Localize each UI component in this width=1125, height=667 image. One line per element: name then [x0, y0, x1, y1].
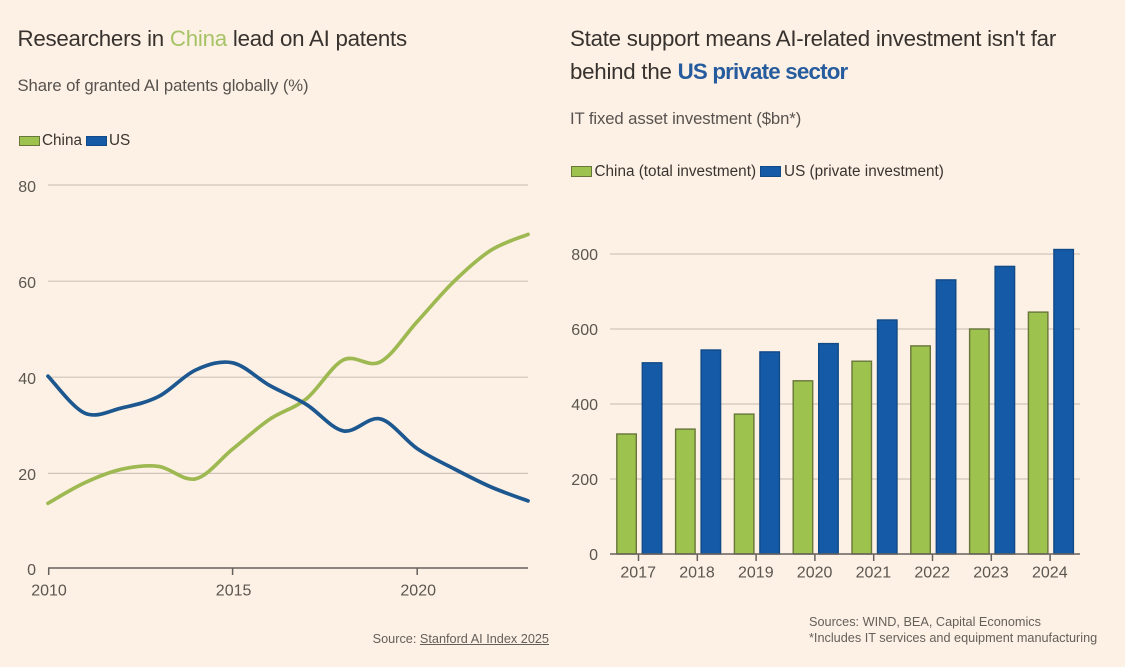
svg-text:600: 600 — [571, 322, 598, 339]
svg-text:0: 0 — [27, 562, 36, 579]
svg-text:2019: 2019 — [738, 565, 774, 582]
svg-text:800: 800 — [571, 247, 598, 264]
svg-text:200: 200 — [571, 472, 598, 489]
svg-text:2018: 2018 — [679, 565, 715, 582]
svg-text:0: 0 — [589, 547, 598, 564]
svg-text:80: 80 — [18, 179, 36, 196]
svg-text:2024: 2024 — [1032, 565, 1068, 582]
svg-text:400: 400 — [571, 397, 598, 414]
svg-text:2010: 2010 — [31, 583, 67, 600]
svg-text:2023: 2023 — [973, 565, 1009, 582]
svg-text:40: 40 — [18, 371, 36, 388]
svg-text:2022: 2022 — [914, 565, 950, 582]
svg-text:2015: 2015 — [216, 583, 252, 600]
svg-text:2021: 2021 — [856, 565, 892, 582]
svg-text:2020: 2020 — [400, 583, 436, 600]
svg-text:2020: 2020 — [797, 565, 833, 582]
svg-text:60: 60 — [18, 275, 36, 292]
svg-text:2017: 2017 — [620, 565, 656, 582]
svg-text:20: 20 — [18, 467, 36, 484]
